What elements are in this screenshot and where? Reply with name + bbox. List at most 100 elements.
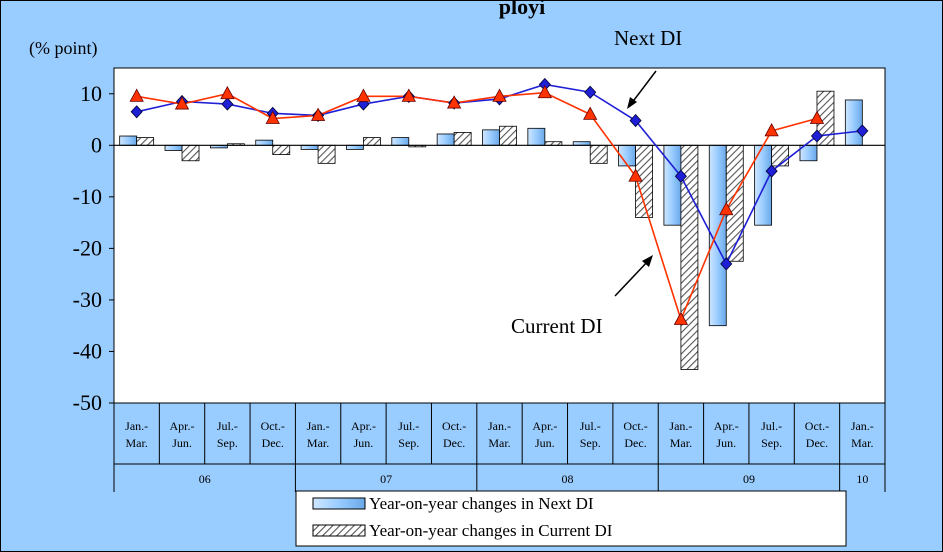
marker-current-di (537, 84, 553, 99)
marker-current-di (446, 95, 462, 109)
bar-current-di (181, 144, 200, 162)
x-tick-label-line1: Jul.- (398, 419, 419, 433)
x-tick-label-line2: Dec. (806, 436, 828, 450)
marker-current-di (310, 107, 326, 121)
legend-swatch-current-di (312, 524, 366, 537)
legend-label-current-di: Year-on-year changes in Current DI (369, 521, 613, 540)
marker-current-di (401, 88, 416, 102)
bar-next-di (346, 144, 364, 150)
marker-current-di (174, 96, 190, 110)
x-tick-label-line1: Oct.- (442, 419, 466, 433)
marker-current-di (764, 123, 779, 137)
x-tick-label-line1: Jul.- (217, 419, 238, 433)
legend-label-next-di: Year-on-year changes in Next DI (369, 494, 594, 513)
x-tick-label-line2: Sep. (398, 436, 419, 450)
x-tick-label-line2: Jun. (716, 436, 736, 450)
marker-current-di (719, 201, 734, 216)
annotation-current-di-arrowhead (642, 255, 653, 267)
marker-next-di (674, 169, 687, 183)
x-tick-label-line2: Sep. (217, 436, 238, 450)
marker-next-di (130, 105, 143, 119)
legend-box (295, 490, 847, 547)
x-axis-year-label: 08 (562, 472, 574, 486)
bar-next-di (255, 139, 274, 146)
x-tick-label-line2: Jun. (354, 436, 374, 450)
bar-next-di (527, 127, 546, 146)
bar-current-di (725, 144, 744, 262)
x-tick-label-line1: Oct.- (805, 419, 829, 433)
x-tick-label-line2: Dec. (443, 436, 465, 450)
marker-next-di (221, 97, 234, 111)
marker-next-di (629, 113, 642, 128)
marker-next-di (856, 124, 869, 138)
marker-next-di (584, 85, 597, 99)
bar-current-di (136, 137, 155, 146)
marker-current-di (673, 311, 689, 325)
marker-current-di (220, 85, 235, 100)
bar-next-di (436, 133, 455, 146)
chart-title: ployi (499, 1, 545, 19)
bar-next-di (482, 129, 500, 146)
x-tick-label-line1: Oct.- (623, 419, 647, 433)
annotation-current-di-label: Current DI (511, 314, 603, 338)
bar-next-di (391, 137, 410, 146)
marker-next-di (720, 257, 733, 271)
x-tick-label-line1: Jan.- (307, 419, 330, 433)
x-axis: Jan.- Mar. Apr.- Jun. Jul.- Sep. Oct.- Dec. Jan.… (113, 403, 886, 492)
bar-next-di (164, 144, 183, 151)
bar-current-di (363, 137, 381, 146)
x-tick-label-line2: Dec. (262, 436, 284, 450)
bar-next-di (300, 144, 319, 150)
legend-swatch-next-di (312, 497, 366, 510)
line-current-di (136, 91, 818, 322)
x-tick-label-line2: Sep. (580, 436, 601, 450)
y-tick-label: -50 (73, 390, 102, 415)
bar-current-di (499, 125, 517, 146)
annotation-next-di-label: Next DI (614, 26, 682, 50)
x-tick-label-line2: Dec. (624, 436, 646, 450)
bar-next-di (844, 99, 863, 146)
x-tick-label-line2: Mar. (488, 436, 510, 450)
x-tick-label-line1: Oct.- (261, 419, 285, 433)
y-tick-label: -40 (73, 338, 102, 363)
annotation-current-di: Current DI (511, 255, 653, 338)
bar-next-di (119, 135, 138, 146)
annotation-current-di-arrow (614, 259, 650, 297)
y-tick-label: 0 (91, 132, 102, 157)
annotation-next-di-arrowhead (627, 97, 637, 109)
marker-current-di (356, 88, 371, 102)
x-tick-label-line2: Mar. (307, 436, 329, 450)
y-tick-label: -10 (73, 184, 102, 209)
x-tick-label-line2: Mar. (670, 436, 692, 450)
annotation-next-di-arrow (630, 70, 657, 105)
y-tick-label: 10 (80, 81, 102, 106)
x-tick-label-line1: Jan.- (488, 419, 511, 433)
x-axis-year-label: 06 (199, 472, 211, 486)
x-axis-year-label: 07 (380, 472, 392, 486)
x-tick-label-line1: Apr.- (532, 419, 557, 433)
line-layer (129, 77, 869, 325)
marker-next-di (810, 129, 824, 143)
x-axis-year-label: 09 (743, 472, 755, 486)
x-axis-year-label: 10 (856, 472, 868, 486)
x-tick-label-line2: Sep. (761, 436, 782, 450)
marker-current-di (129, 88, 144, 102)
bar-current-di (589, 144, 608, 164)
bar-current-di (771, 144, 790, 167)
x-tick-label-line1: Apr.- (351, 419, 376, 433)
bar-current-di (272, 144, 291, 155)
x-tick-label-line1: Jan.- (851, 419, 874, 433)
y-axis-unit-label: (% point) (29, 38, 97, 59)
marker-current-di (809, 110, 825, 124)
y-tick-label: -30 (73, 287, 102, 312)
x-tick-label-line2: Jun. (535, 436, 555, 450)
legend: Year-on-year changes in Next DI Year-on-… (295, 490, 847, 547)
bar-current-di (453, 132, 472, 146)
x-tick-label-line2: Mar. (851, 436, 873, 450)
x-tick-label-line2: Jun. (172, 436, 192, 450)
marker-current-di (583, 106, 598, 120)
y-tick-label: -20 (73, 235, 102, 260)
marker-current-di (492, 88, 507, 102)
